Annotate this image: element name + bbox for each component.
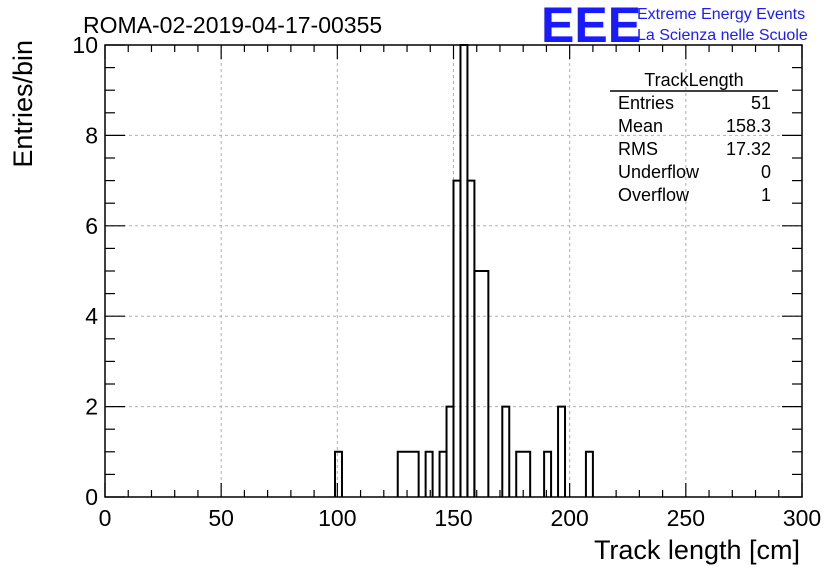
y-tick-label: 8 <box>85 122 98 148</box>
stats-value: 17.32 <box>726 139 771 159</box>
stats-box: TrackLength Entries 51 Mean 158.3 RMS 17.32 Un… <box>610 70 778 205</box>
x-tick-label: 50 <box>208 505 234 531</box>
x-tick-label: 250 <box>667 505 705 531</box>
stats-label: RMS <box>618 139 658 159</box>
eee-logo: EEE Extreme Energy Events La Scienza nel… <box>541 0 808 53</box>
histogram-bin-6 <box>459 44 469 497</box>
histogram-bin-12 <box>557 405 567 497</box>
x-tick-label: 100 <box>318 505 356 531</box>
histogram-bin-13 <box>584 450 594 497</box>
histogram-bars <box>334 44 594 497</box>
stats-label: Underflow <box>618 162 700 182</box>
stats-label: Entries <box>618 93 674 113</box>
histogram-bin-0 <box>334 450 343 497</box>
stats-value: 1 <box>761 185 771 205</box>
histogram-bin-1 <box>396 450 420 497</box>
y-tick-label: 2 <box>85 394 98 420</box>
histogram-bin-4 <box>445 405 455 497</box>
chart-title: ROMA-02-2019-04-17-00355 <box>83 12 382 38</box>
y-axis-title: Entries/bin <box>8 40 38 168</box>
y-tick-label: 10 <box>72 32 98 58</box>
x-axis-ticks: 0 50 100 150 200 250 300 <box>99 45 821 531</box>
x-axis-title: Track length [cm] <box>594 535 800 565</box>
histogram-bin-5 <box>452 179 462 497</box>
stats-label: Overflow <box>618 185 690 205</box>
histogram-bin-11 <box>543 450 553 497</box>
histogram-bin-9 <box>501 405 511 497</box>
x-tick-label: 200 <box>550 505 588 531</box>
histogram-bin-3 <box>438 450 448 497</box>
logo-line-2: La Scienza nelle Scuole <box>637 27 808 44</box>
stats-value: 0 <box>761 162 771 182</box>
stats-box-name: TrackLength <box>644 70 743 90</box>
logo-mark: EEE <box>541 0 641 53</box>
stats-value: 158.3 <box>726 116 771 136</box>
histogram-bin-10 <box>515 450 532 497</box>
histogram-bin-2 <box>424 450 434 497</box>
y-tick-label: 6 <box>85 213 98 239</box>
y-tick-label: 4 <box>85 303 98 329</box>
stats-value: 51 <box>751 93 771 113</box>
stats-label: Mean <box>618 116 663 136</box>
x-tick-label: 300 <box>783 505 821 531</box>
histogram-bin-7 <box>466 179 476 497</box>
logo-line-1: Extreme Energy Events <box>637 6 805 23</box>
x-tick-label: 0 <box>99 505 112 531</box>
y-tick-label: 0 <box>85 484 98 510</box>
x-tick-label: 150 <box>434 505 472 531</box>
histogram-bin-8 <box>473 270 490 497</box>
